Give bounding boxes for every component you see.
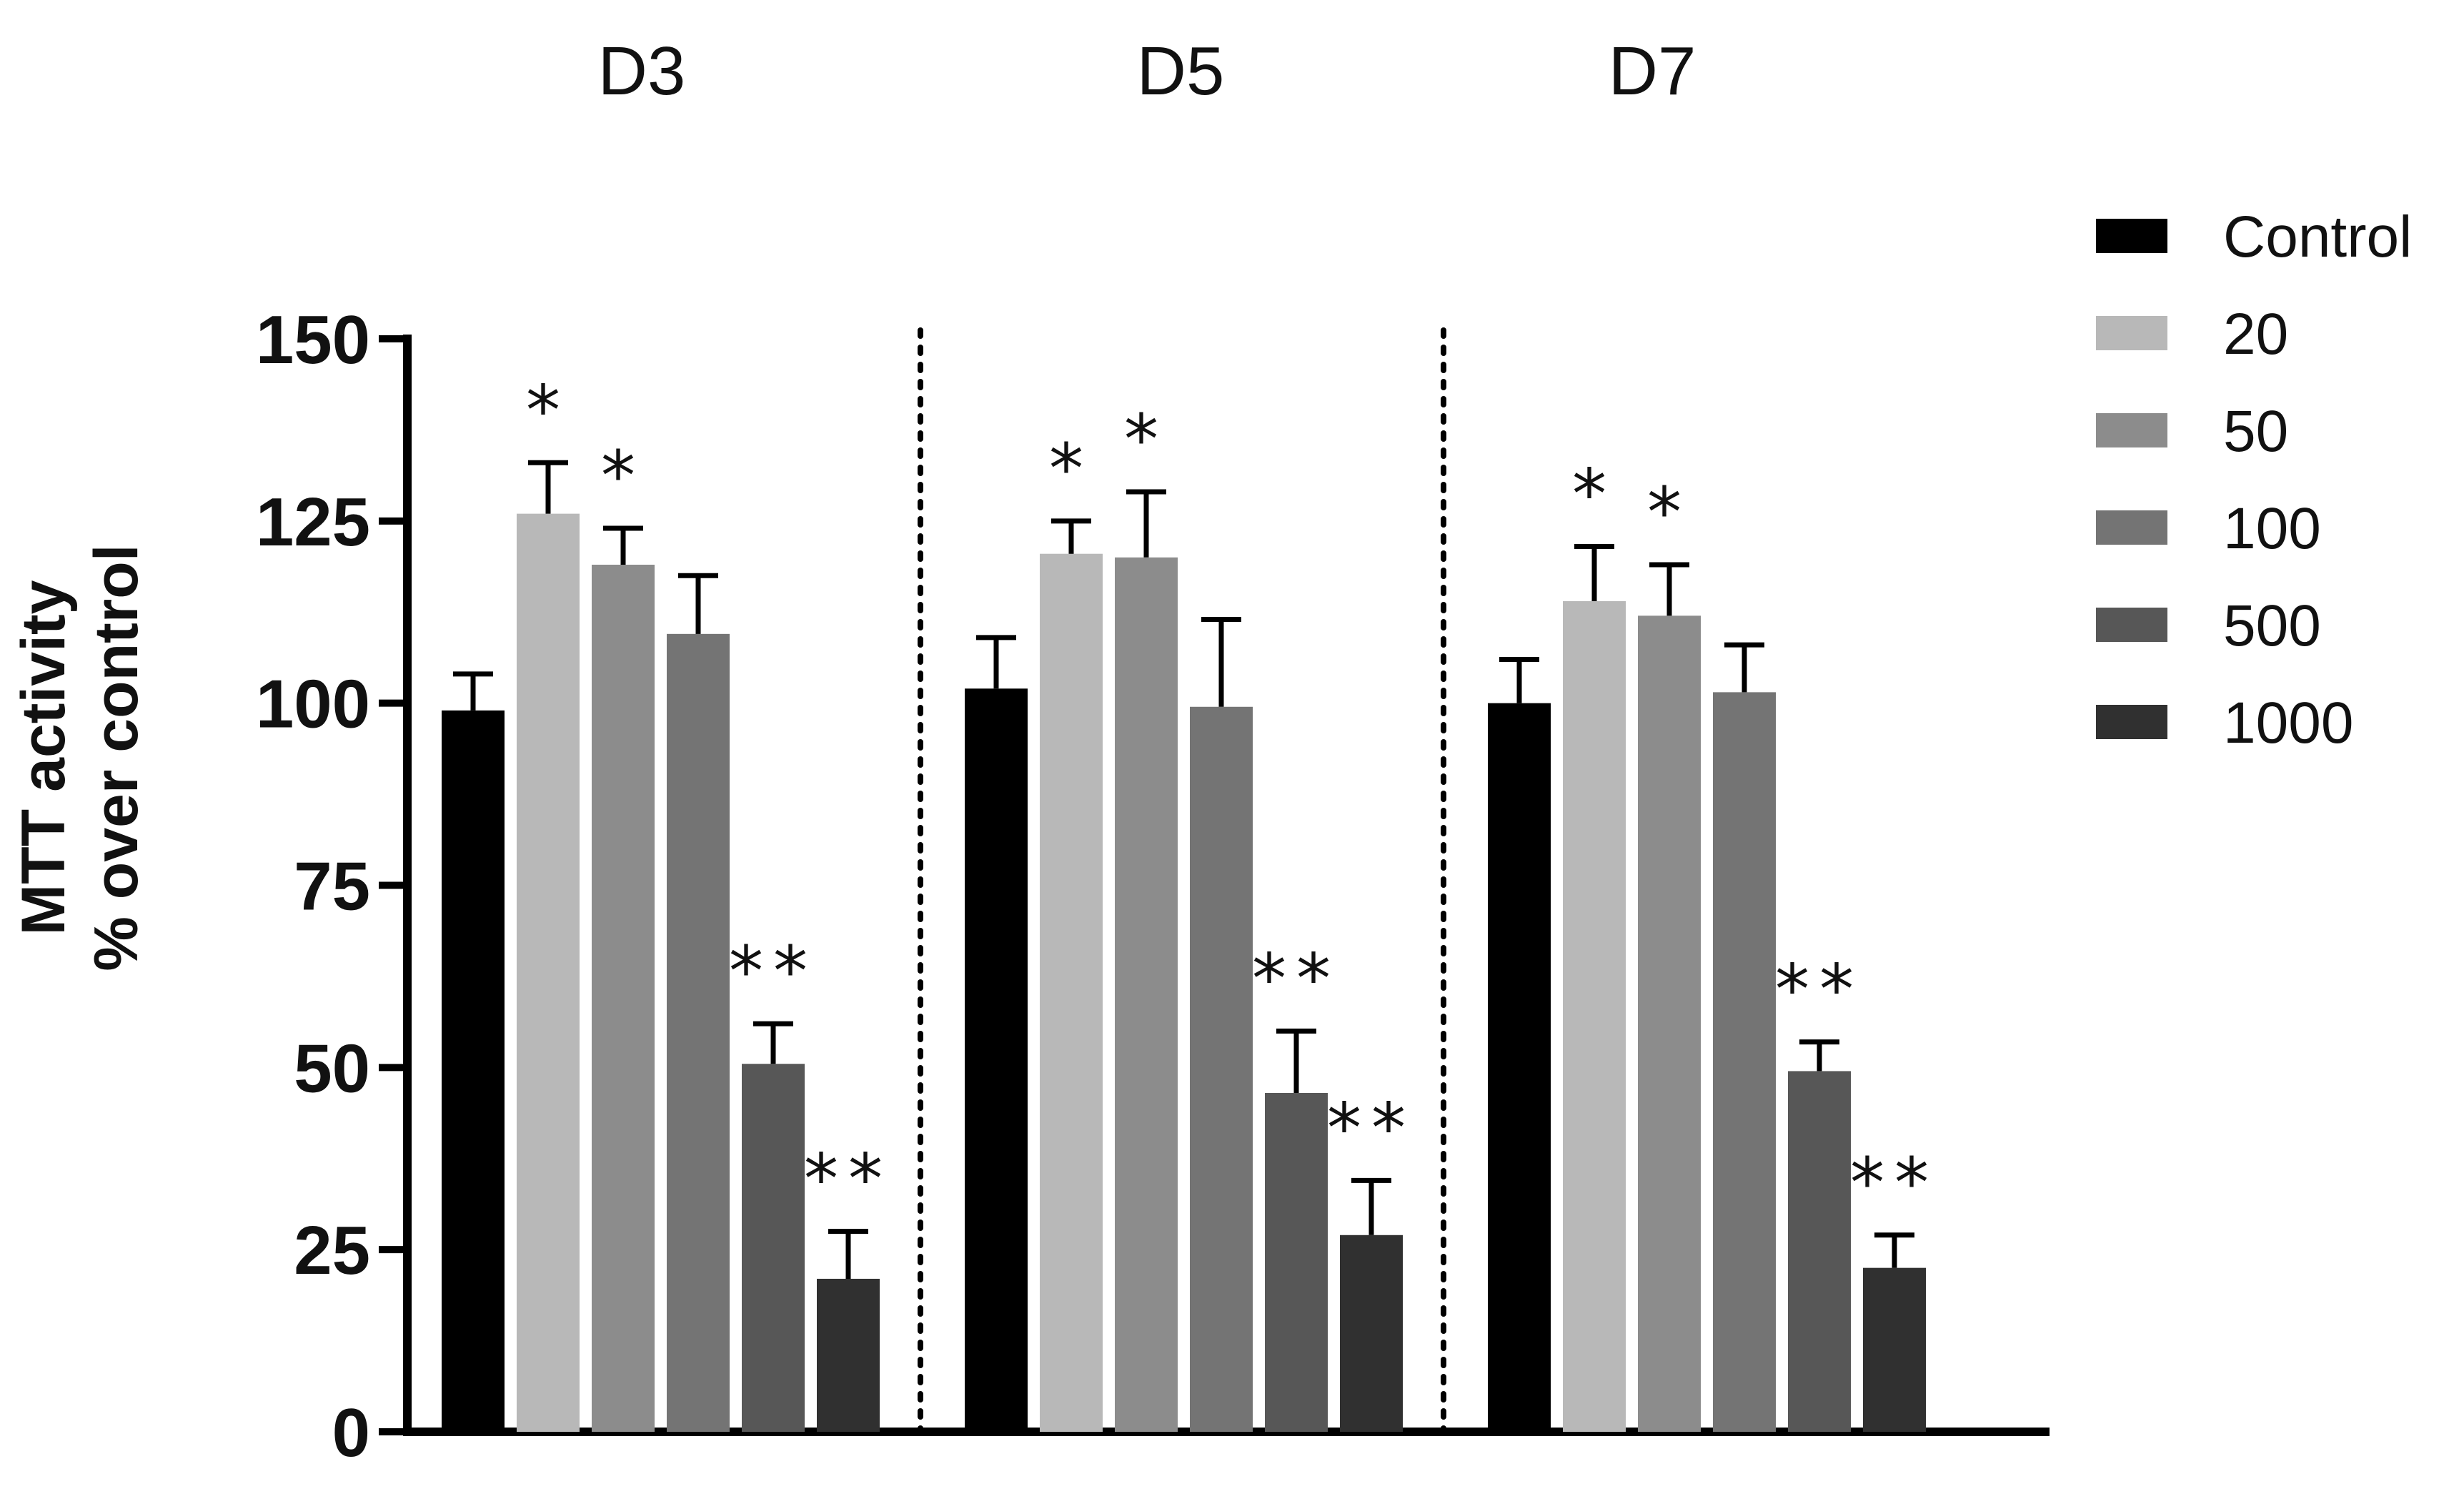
significance-marker: ** <box>1850 1143 1939 1223</box>
significance-marker: ** <box>1252 939 1341 1019</box>
y-tick-label: 50 <box>294 1030 370 1107</box>
bar <box>1265 1093 1328 1432</box>
y-tick-label: 150 <box>256 302 370 378</box>
group-title: D5 <box>1137 33 1225 109</box>
group-title: D7 <box>1609 33 1697 109</box>
bar <box>1190 706 1253 1432</box>
legend-swatch <box>2096 316 2167 350</box>
y-axis-title-line-1: MTT activity <box>9 580 78 935</box>
legend-label: 1000 <box>2223 691 2353 756</box>
bar <box>965 688 1028 1432</box>
significance-marker: ** <box>804 1139 893 1220</box>
significance-marker: * <box>1647 473 1691 553</box>
bar <box>667 633 730 1432</box>
y-tick-label: 125 <box>256 484 370 560</box>
legend-label: Control <box>2223 204 2412 269</box>
y-tick-label: 0 <box>332 1395 370 1471</box>
y-axis-title-line-2: % over control <box>82 544 151 971</box>
bar <box>742 1064 805 1432</box>
y-tick-label: 75 <box>294 849 370 925</box>
significance-marker: * <box>526 370 570 450</box>
group-title: D3 <box>598 33 686 109</box>
bar <box>1340 1235 1403 1432</box>
significance-marker: ** <box>729 931 818 1011</box>
significance-marker: * <box>1124 400 1168 480</box>
bar <box>1638 615 1701 1432</box>
significance-marker: * <box>1049 429 1093 509</box>
significance-marker: ** <box>1775 950 1864 1030</box>
significance-marker: ** <box>1327 1088 1416 1168</box>
bar <box>1488 703 1551 1432</box>
legend-swatch <box>2096 510 2167 545</box>
bar <box>1713 692 1776 1432</box>
y-tick-label: 25 <box>294 1212 370 1289</box>
bar <box>817 1278 880 1432</box>
legend-swatch <box>2096 705 2167 739</box>
legend-swatch <box>2096 413 2167 447</box>
bar <box>442 710 505 1432</box>
y-tick-label: 100 <box>256 666 370 743</box>
significance-marker: * <box>1572 455 1616 535</box>
legend-label: 100 <box>2223 496 2321 561</box>
legend-swatch <box>2096 608 2167 642</box>
legend-swatch <box>2096 219 2167 253</box>
legend: Control 20 50 100 500 1000 <box>2096 204 2412 756</box>
legend-label: 500 <box>2223 593 2321 658</box>
legend-label: 20 <box>2223 302 2288 367</box>
bar <box>592 564 655 1432</box>
bar <box>1788 1071 1851 1432</box>
y-axis-title: MTT activity % over control <box>9 544 151 971</box>
legend-label: 50 <box>2223 399 2288 464</box>
bar <box>1563 600 1626 1433</box>
bar <box>1115 557 1178 1432</box>
bar <box>517 513 580 1432</box>
bar <box>1040 553 1103 1432</box>
bar <box>1863 1267 1926 1432</box>
significance-marker: * <box>601 436 645 516</box>
